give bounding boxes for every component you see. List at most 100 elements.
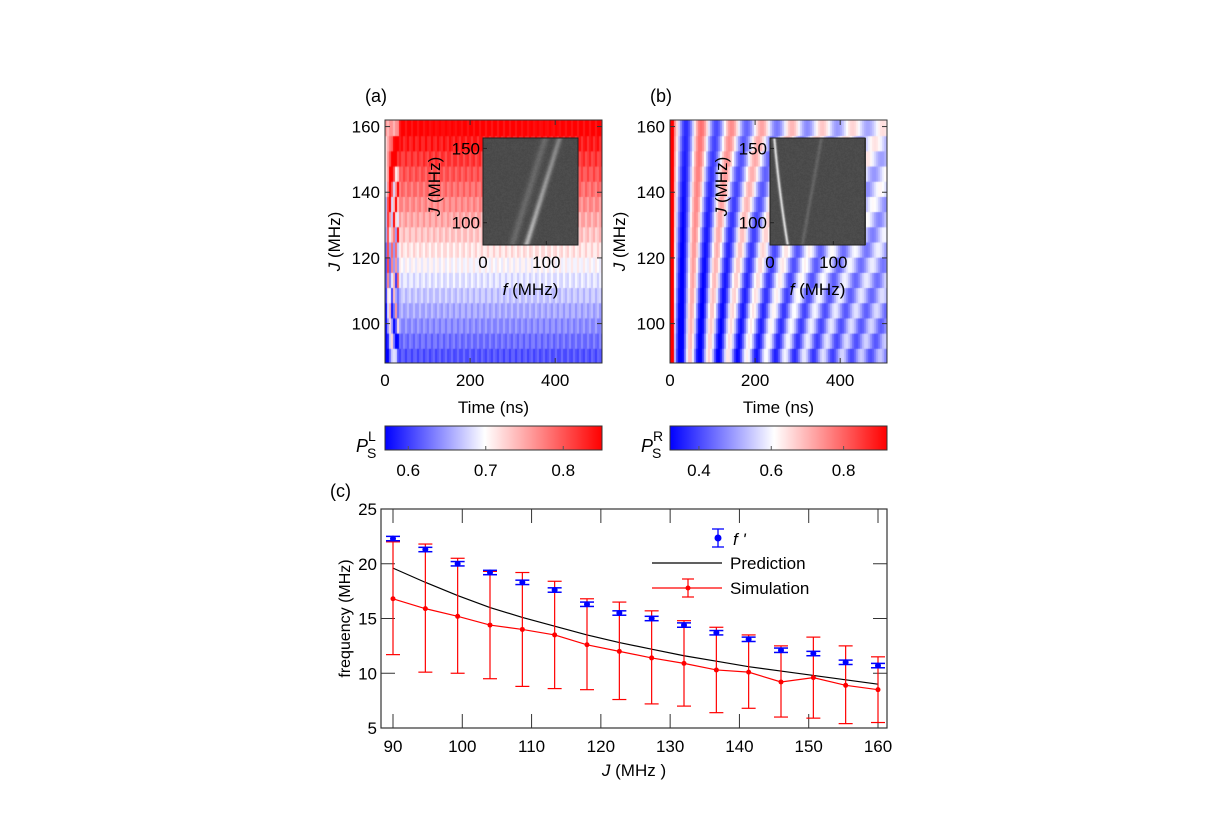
y-tick-label-c: 20 <box>358 555 377 574</box>
y-tick-label-c: 25 <box>358 500 377 519</box>
colorbar-tick-label-b: 0.4 <box>687 461 711 480</box>
inset-x-axis-label-a: f (MHz) <box>503 280 559 299</box>
x-axis-label-b: Time (ns) <box>743 398 814 417</box>
x-tick-label-c: 110 <box>518 737 545 756</box>
y-tick-label-a: 160 <box>352 118 380 137</box>
simulation-point <box>843 683 848 688</box>
simulation-line <box>393 599 878 690</box>
inset-x-tick-label-a: 0 <box>478 253 487 272</box>
x-tick-label-b: 0 <box>665 371 674 390</box>
x-axis-label-c: J (MHz ) <box>601 761 666 780</box>
simulation-point <box>876 687 881 692</box>
simulation-point <box>811 675 816 680</box>
colorbar-a-sub: S <box>367 445 376 461</box>
f-prime-point <box>455 561 461 567</box>
x-tick-label-c: 130 <box>656 737 684 756</box>
x-axis-label-a: Time (ns) <box>458 398 529 417</box>
simulation-point <box>455 614 460 619</box>
legend-f-prime-marker <box>715 535 722 542</box>
y-tick-label-a: 100 <box>352 315 380 334</box>
f-prime-point <box>810 651 816 657</box>
colorbar-tick-label-a: 0.7 <box>474 461 498 480</box>
x-tick-label-c: 160 <box>864 737 892 756</box>
f-prime-point <box>552 587 558 593</box>
simulation-point <box>520 627 525 632</box>
legend-f-prime-label: f ' <box>733 530 746 549</box>
panel-c: 90 100 110 120 130 140 150 160510152025J (MHz )… <box>337 500 892 780</box>
inset-y-tick-label-a: 150 <box>452 139 480 158</box>
simulation-point <box>779 680 784 685</box>
inset-x-tick-label-a: 100 <box>532 253 560 272</box>
inset-x-tick-label-b: 100 <box>819 253 847 272</box>
simulation-point <box>488 623 493 628</box>
plot-frame-a <box>385 120 602 363</box>
y-tick-label-c: 15 <box>358 610 377 629</box>
f-prime-point <box>422 547 428 553</box>
colorbar-tick-label-b: 0.6 <box>759 461 783 480</box>
x-tick-label-c: 150 <box>795 737 823 756</box>
simulation-point <box>746 670 751 675</box>
legend-prediction-label: Prediction <box>730 554 806 573</box>
y-tick-label-b: 140 <box>637 183 665 202</box>
x-tick-label-a: 400 <box>541 371 569 390</box>
panel-label-a: (a) <box>365 86 387 106</box>
legend-simulation-label: Simulation <box>730 579 809 598</box>
inset-x-axis-label-b: f (MHz) <box>790 280 846 299</box>
colorbar-tick-label-a: 0.6 <box>396 461 420 480</box>
y-tick-label-b: 100 <box>637 315 665 334</box>
f-prime-point <box>843 659 849 665</box>
simulation-point <box>552 632 557 637</box>
f-prime-point <box>390 536 396 542</box>
panel-label-b: (b) <box>650 86 672 106</box>
x-tick-label-c: 100 <box>448 737 476 756</box>
inset-y-tick-label-b: 100 <box>739 214 767 233</box>
simulation-point <box>649 655 654 660</box>
panel-label-c: (c) <box>330 481 351 501</box>
simulation-point <box>682 661 687 666</box>
f-prime-point <box>649 616 655 622</box>
f-prime-point <box>713 630 719 636</box>
simulation-point <box>391 596 396 601</box>
y-tick-label-c: 5 <box>368 719 377 738</box>
f-prime-point <box>875 663 881 669</box>
inset-y-tick-label-b: 150 <box>739 139 767 158</box>
simulation-point <box>585 642 590 647</box>
colorbar-b-sub: S <box>652 445 661 461</box>
simulation-point <box>617 649 622 654</box>
colorbar-a-sup: L <box>368 428 376 444</box>
colorbar-a <box>385 426 602 450</box>
panel-b: 0 200 400100120140160Time (ns)J (MHz)0 1001… <box>610 118 887 417</box>
simulation-point <box>714 667 719 672</box>
y-axis-label-b: J (MHz) <box>610 212 629 273</box>
x-tick-label-b: 400 <box>826 371 854 390</box>
x-tick-label-a: 0 <box>380 371 389 390</box>
x-tick-label-a: 200 <box>456 371 484 390</box>
x-tick-label-c: 90 <box>384 737 403 756</box>
colorbar-b <box>670 426 887 450</box>
f-prime-point <box>584 601 590 607</box>
plot-frame-b <box>670 120 887 363</box>
f-prime-point <box>746 636 752 642</box>
y-tick-label-b: 160 <box>637 118 665 137</box>
f-prime-point <box>487 570 493 576</box>
y-axis-label-c: frequency (MHz) <box>337 559 354 677</box>
y-tick-label-c: 10 <box>358 664 377 683</box>
y-tick-label-a: 120 <box>352 249 380 268</box>
legend-simulation-marker <box>686 586 691 591</box>
inset-frame-a <box>483 138 578 245</box>
y-tick-label-a: 140 <box>352 183 380 202</box>
f-prime-point <box>616 610 622 616</box>
inset-y-axis-label-b: J (MHz) <box>712 157 731 218</box>
simulation-point <box>423 606 428 611</box>
figure: (a) (b) (c) 0 200 400100120140160Time (ns)… <box>0 0 1230 820</box>
y-tick-label-b: 120 <box>637 249 665 268</box>
colorbar-b-sup: R <box>653 428 663 444</box>
x-tick-label-c: 140 <box>725 737 753 756</box>
legend: f ' Prediction Simulation <box>652 529 809 598</box>
inset-frame-b <box>770 138 865 245</box>
colorbar-b-label: P R S <box>641 428 663 461</box>
f-prime-point <box>519 579 525 585</box>
inset-y-axis-label-a: J (MHz) <box>425 157 444 218</box>
colorbar-tick-label-a: 0.8 <box>551 461 575 480</box>
inset-x-tick-label-b: 0 <box>765 253 774 272</box>
